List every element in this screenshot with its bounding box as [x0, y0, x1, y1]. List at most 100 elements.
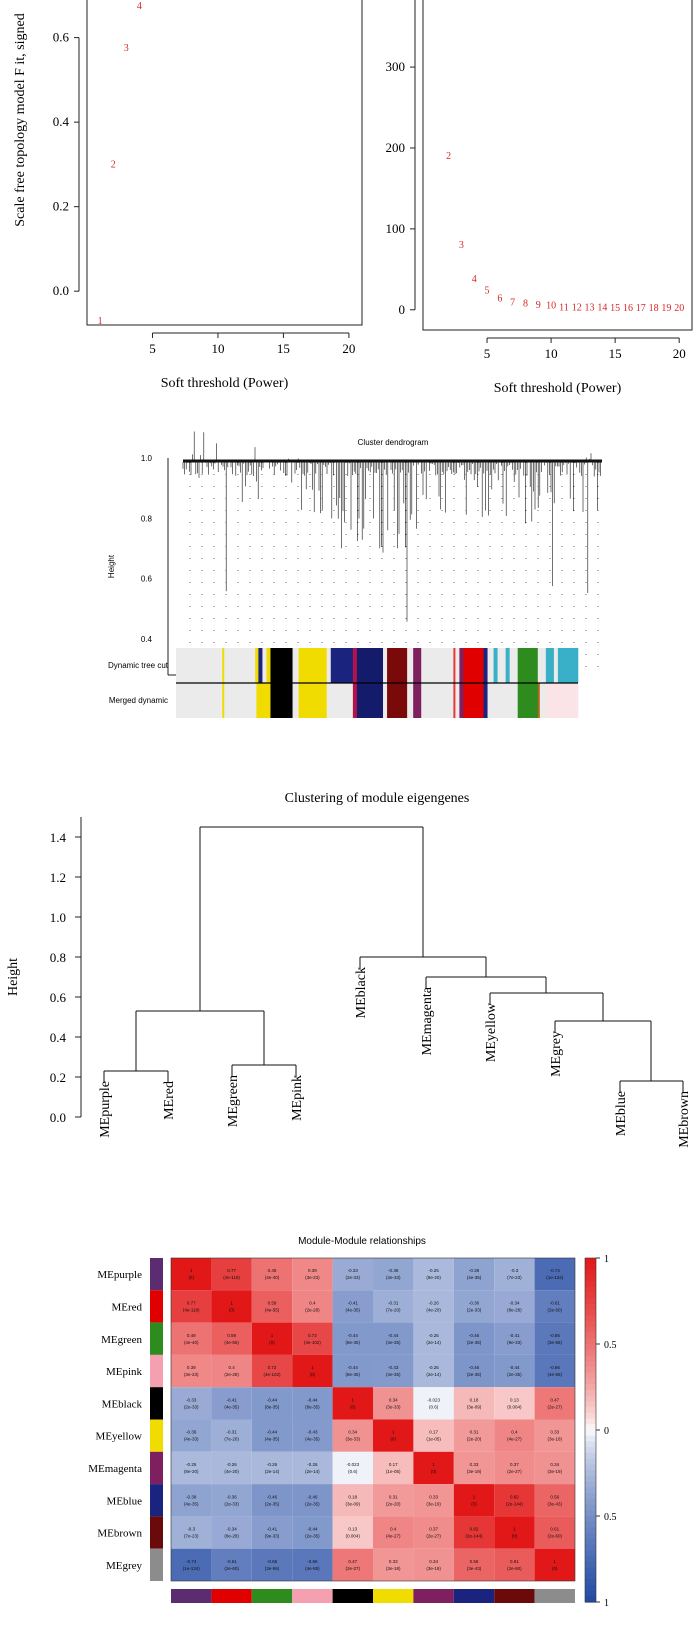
cell-value: 1: [230, 1300, 233, 1305]
heatmap-cell: [251, 1290, 293, 1323]
cell-pvalue: (2e-60): [507, 1566, 522, 1571]
y-axis-label: Height: [107, 554, 116, 578]
heatmap-cell: [534, 1354, 575, 1388]
column-color-chip: [494, 1589, 535, 1603]
cell-value: 1: [352, 1397, 355, 1402]
cell-pvalue: (0): [390, 1437, 396, 1442]
colorbar-segment: [585, 1303, 596, 1311]
heatmap-cell: [373, 1258, 414, 1291]
cell-value: 0.49: [268, 1268, 277, 1273]
colorbar-segment: [585, 1269, 596, 1276]
merged-dynamic-segment: [407, 683, 414, 718]
dynamic-tree-cut-segment: [270, 648, 293, 683]
colorbar-segment: [585, 1321, 596, 1328]
colorbar-segment: [585, 1596, 596, 1603]
leaf-label: MEgrey: [549, 1031, 564, 1077]
colorbar-segment: [585, 1470, 596, 1477]
cell-pvalue: (4e-20): [224, 1469, 239, 1474]
colorbar-segment: [585, 1263, 596, 1271]
y-tick-label: 0.4: [53, 114, 70, 129]
heatmap-row-label: MEpink: [106, 1366, 143, 1378]
cell-value: -0.44: [307, 1397, 318, 1402]
dynamic-tree-cut-segment: [407, 648, 414, 683]
x-tick-label: 5: [149, 341, 156, 356]
heatmap-cell: [373, 1387, 414, 1420]
cell-pvalue: (4e-118): [183, 1307, 200, 1312]
x-tick-label: 10: [545, 346, 558, 361]
heatmap-cell: [171, 1322, 212, 1355]
cell-value: 0.13: [510, 1397, 519, 1402]
cell-pvalue: (4e-55): [265, 1307, 280, 1312]
dynamic-tree-cut-segment: [266, 648, 271, 683]
heatmap-cell: [171, 1354, 212, 1388]
y-tick-label: 0.4: [141, 635, 153, 644]
dynamic-tree-cut-segment: [455, 648, 460, 683]
x-tick-label: 20: [342, 341, 355, 356]
merged-dynamic-segment: [483, 683, 488, 718]
cell-pvalue: (4e-102): [263, 1372, 281, 1377]
heatmap-cell: [373, 1548, 414, 1581]
cell-pvalue: (0.6): [348, 1469, 358, 1474]
cell-value: -0.43: [388, 1365, 399, 1370]
merged-dynamic-segment: [463, 683, 484, 718]
cell-value: -0.023: [427, 1397, 440, 1402]
cell-pvalue: (0): [552, 1566, 558, 1571]
data-point-label: 13: [585, 302, 595, 313]
heatmap-cell: [453, 1290, 495, 1323]
cell-pvalue: (3e-09): [346, 1501, 361, 1506]
module-relationships-panel: Module-Module relationships MEpurple 1 (0)…: [88, 1236, 616, 1609]
cell-value: 0.33: [470, 1462, 479, 1467]
cell-value: -0.44: [307, 1527, 318, 1532]
y-tick-label: 0.6: [50, 990, 67, 1005]
heatmap-row-label: MEblack: [102, 1398, 143, 1410]
cell-value: 0.31: [389, 1494, 398, 1499]
heatmap-cell: [292, 1354, 333, 1388]
cell-pvalue: (9e-33): [507, 1340, 522, 1345]
y-tick-label: 0: [399, 302, 406, 317]
cell-pvalue: (3e-43): [548, 1501, 563, 1506]
cell-value: -0.023: [346, 1462, 359, 1467]
cell-pvalue: (2e-35): [305, 1534, 320, 1539]
cell-value: 1: [554, 1559, 557, 1564]
heatmap-cell: [373, 1419, 414, 1452]
cell-value: -0.44: [267, 1430, 278, 1435]
heatmap-cell: [453, 1322, 495, 1355]
cell-value: -0.61: [550, 1300, 561, 1305]
colorbar-tick-label: 0: [604, 1426, 609, 1437]
heatmap-cell: [413, 1516, 454, 1549]
cell-value: 0.82: [510, 1494, 519, 1499]
cell-value: 0.18: [348, 1494, 357, 1499]
cell-value: -0.38: [469, 1268, 480, 1273]
colorbar-segment: [585, 1389, 596, 1397]
colorbar-segment: [585, 1441, 596, 1448]
leaf-label: MEblack: [354, 967, 369, 1018]
x-tick-label: 5: [484, 346, 491, 361]
dynamic-tree-cut-segment: [421, 648, 442, 683]
dynamic-tree-cut-segment: [497, 648, 506, 683]
leaf-label: MEpink: [290, 1075, 305, 1121]
cell-pvalue: (2e-33): [184, 1404, 199, 1409]
cell-value: -0.41: [348, 1300, 359, 1305]
heatmap-cell: [534, 1516, 575, 1549]
x-axis-label: Soft threshold (Power): [161, 376, 289, 391]
heatmap-cell: [413, 1354, 454, 1388]
cell-pvalue: (3e-33): [386, 1404, 401, 1409]
heatmap-cell: [211, 1322, 252, 1355]
cell-pvalue: (4e-55): [305, 1566, 320, 1571]
cell-pvalue: (0): [229, 1307, 235, 1312]
cell-value: -0.26: [428, 1333, 439, 1338]
y-tick-label: 0.8: [50, 950, 66, 965]
cell-value: 0.37: [429, 1527, 438, 1532]
plot-frame: [86, 0, 363, 326]
heatmap-cell: [453, 1548, 495, 1581]
dynamic-tree-cut-segment: [352, 648, 358, 683]
cell-value: -0.38: [186, 1494, 197, 1499]
cell-value: 0.34: [348, 1430, 357, 1435]
merged-dynamic-segment: [224, 683, 257, 718]
cell-pvalue: (2e-27): [507, 1469, 522, 1474]
cell-pvalue: (7e-23): [507, 1275, 522, 1280]
dynamic-tree-cut-segment: [483, 648, 488, 683]
data-point-label: 14: [597, 302, 607, 313]
merged-dynamic-segment: [517, 683, 539, 718]
heatmap-cell: [332, 1548, 373, 1581]
